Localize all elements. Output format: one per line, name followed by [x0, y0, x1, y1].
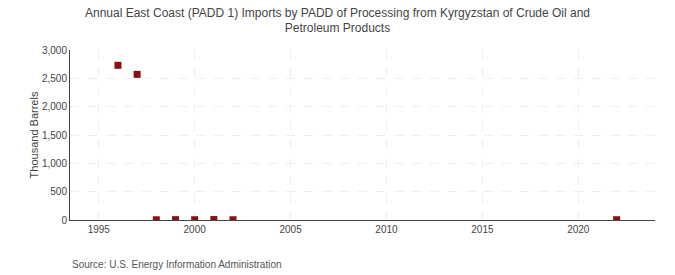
- svg-text:2020: 2020: [567, 224, 590, 235]
- svg-text:2,500: 2,500: [42, 73, 67, 84]
- svg-text:2015: 2015: [471, 224, 494, 235]
- svg-text:Annual East Coast (PADD 1) Imp: Annual East Coast (PADD 1) Imports by PA…: [85, 6, 590, 36]
- svg-text:500: 500: [50, 186, 67, 197]
- svg-text:2005: 2005: [279, 224, 302, 235]
- svg-text:1,500: 1,500: [42, 130, 67, 141]
- svg-text:3,000: 3,000: [42, 45, 67, 56]
- svg-text:2,000: 2,000: [42, 101, 67, 112]
- svg-text:2010: 2010: [375, 224, 398, 235]
- svg-text:2000: 2000: [184, 224, 207, 235]
- svg-text:1995: 1995: [88, 224, 111, 235]
- svg-text:0: 0: [61, 215, 67, 226]
- svg-text:1,000: 1,000: [42, 158, 67, 169]
- svg-text:Source: U.S. Energy Informatio: Source: U.S. Energy Information Administ…: [72, 259, 282, 270]
- svg-text:Thousand Barrels: Thousand Barrels: [28, 91, 40, 178]
